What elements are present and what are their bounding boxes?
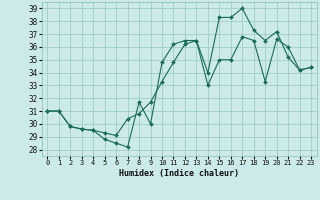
X-axis label: Humidex (Indice chaleur): Humidex (Indice chaleur) — [119, 169, 239, 178]
